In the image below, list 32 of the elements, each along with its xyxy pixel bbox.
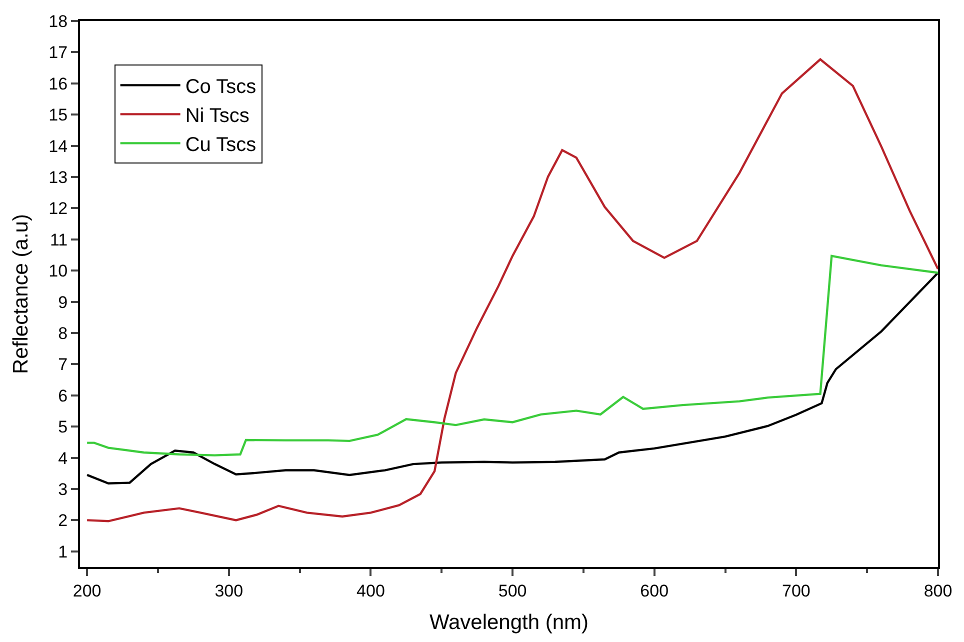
y-axis-title: Reflectance (a.u) bbox=[9, 214, 32, 374]
x-tick-label: 200 bbox=[72, 581, 102, 600]
y-tick-label: 16 bbox=[48, 74, 68, 94]
x-tick-label: 400 bbox=[356, 581, 385, 600]
x-tick-label: 700 bbox=[782, 581, 810, 600]
y-tick-label: 5 bbox=[58, 418, 68, 437]
y-tick-label: 7 bbox=[58, 355, 68, 374]
line-series bbox=[86, 254, 938, 456]
legend-label: Cu Tscs bbox=[185, 134, 256, 156]
y-tick-label: 3 bbox=[58, 480, 68, 499]
y-tick-label: 13 bbox=[48, 168, 68, 187]
y-tick-label: 14 bbox=[48, 136, 68, 156]
y-tick-label: 15 bbox=[48, 106, 68, 125]
legend-label: Ni Tscs bbox=[185, 104, 250, 127]
y-tick-label: 9 bbox=[58, 292, 68, 312]
x-tick-label: 800 bbox=[924, 581, 952, 600]
y-tick-label: 4 bbox=[58, 448, 68, 468]
y-tick-label: 11 bbox=[50, 230, 68, 250]
x-tick-label: 600 bbox=[640, 581, 669, 600]
x-tick-label: 500 bbox=[498, 581, 527, 600]
y-tick-label: 8 bbox=[58, 324, 68, 343]
y-tick-label: 6 bbox=[58, 386, 68, 406]
x-tick-label: 300 bbox=[214, 581, 244, 600]
y-tick-label: 17 bbox=[48, 43, 68, 62]
legend-label: Co Tscs bbox=[185, 76, 256, 98]
y-tick-label: 2 bbox=[58, 511, 68, 530]
x-axis-title: Wavelength (nm) bbox=[429, 611, 589, 634]
y-tick-label: 12 bbox=[48, 199, 68, 218]
line-series bbox=[86, 58, 938, 522]
y-tick-label: 1 bbox=[58, 542, 68, 562]
y-tick-label: 18 bbox=[48, 12, 68, 31]
y-tick-label: 10 bbox=[48, 262, 68, 281]
